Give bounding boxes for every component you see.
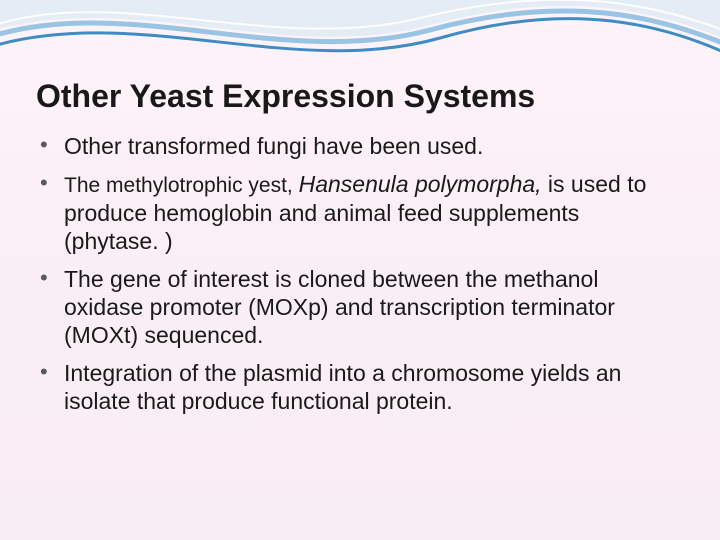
bullet-italic: Hansenula polymorpha, [299,171,542,197]
slide-title: Other Yeast Expression Systems [36,78,684,115]
bullet-text: The gene of interest is cloned between t… [64,266,615,348]
bullet-item: The methylotrophic yest, Hansenula polym… [36,170,678,255]
bullet-text: Other transformed fungi have been used. [64,133,483,159]
slide: Other Yeast Expression Systems Other tra… [0,0,720,540]
bullet-item: Integration of the plasmid into a chromo… [36,359,678,415]
slide-body: Other transformed fungi have been used. … [36,132,678,425]
decorative-wave [0,0,720,90]
bullet-text: Integration of the plasmid into a chromo… [64,360,621,414]
bullet-lead: The methylotrophic yest, [64,174,299,197]
bullet-item: Other transformed fungi have been used. [36,132,678,160]
bullet-item: The gene of interest is cloned between t… [36,265,678,349]
bullet-list: Other transformed fungi have been used. … [36,132,678,415]
